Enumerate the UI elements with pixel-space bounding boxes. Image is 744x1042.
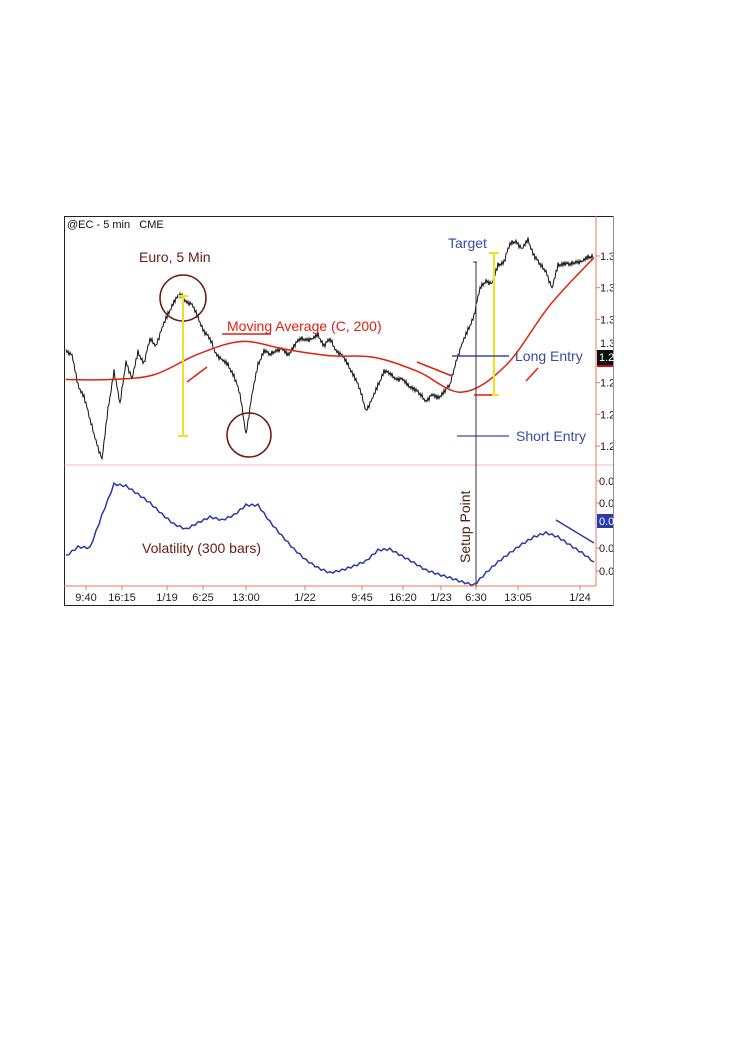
trend-marks [186,333,539,396]
current-price-box [597,350,613,365]
volatility-trend-mark [555,519,595,544]
x-tick-label: 1/24 [569,592,590,604]
current-volatility-box [597,514,613,528]
x-tick-label: 13:00 [232,592,260,604]
x-tick-label: 6:25 [192,592,213,604]
volatility-line [65,481,595,587]
x-tick-label: 9:40 [75,592,96,604]
x-tick-label: 9:45 [351,592,372,604]
price-series-line [65,237,594,461]
x-tick-label: 16:20 [389,592,417,604]
euro-label: Euro, 5 Min [139,249,211,265]
chart-frame [64,216,614,606]
volatility-label: Volatility (300 bars) [142,540,261,556]
clip-mask [613,216,744,616]
chart-header: @EC - 5 min CME [67,219,164,231]
x-tick-label: 1/23 [430,592,451,604]
setup-point-label: Setup Point [457,491,473,563]
target-label: Target [448,235,487,251]
x-tick-label: 6:30 [465,592,486,604]
trough-circle [226,412,272,458]
x-tick-label: 16:15 [108,592,136,604]
moving-average-label: Moving Average (C, 200) [227,318,382,334]
x-tick-label: 1/22 [294,592,315,604]
range-bar-left [178,295,188,437]
short-entry-label: Short Entry [516,428,586,444]
x-tick-label: 1/19 [156,592,177,604]
long-entry-label: Long Entry [515,348,583,364]
x-tick-label: 13:05 [504,592,532,604]
moving-average-line [65,257,595,393]
